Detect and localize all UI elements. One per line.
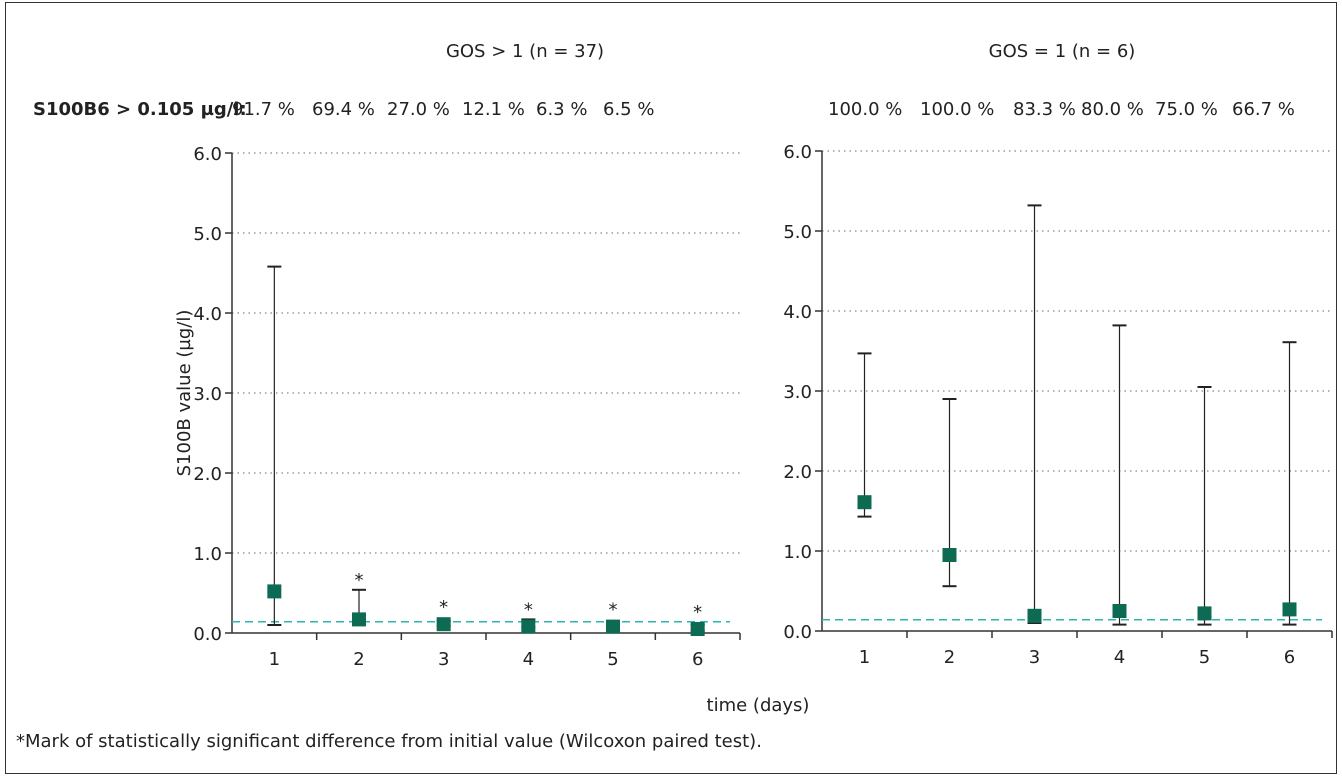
xlabel: time (days): [707, 695, 810, 716]
y-tick-label: 0.0: [783, 622, 812, 643]
y-tick-label: 4.0: [193, 304, 222, 325]
y-axis-label: S100B value (µg/l): [174, 310, 195, 477]
data-point: [436, 617, 451, 632]
y-tick-label: 1.0: [193, 544, 222, 565]
percent-value: 75.0 %: [1155, 99, 1218, 120]
data-point: [857, 495, 872, 510]
significance-mark: *: [355, 570, 364, 591]
x-tick-label: 6: [1284, 647, 1295, 668]
y-tick-label: 0.0: [193, 624, 222, 645]
y-tick-label: 3.0: [193, 384, 222, 405]
x-tick-label: 2: [353, 649, 364, 670]
chart-panel-1: GOS > 1 (n = 37) S100B6 > 0.105 µg/l:91.7…: [33, 41, 741, 670]
percent-value: 6.5 %: [603, 99, 654, 120]
data-point: [1027, 608, 1042, 623]
percent-value: 66.7 %: [1232, 99, 1295, 120]
data-point: [1197, 606, 1212, 621]
y-tick-label: 5.0: [193, 224, 222, 245]
y-tick-label: 2.0: [193, 464, 222, 485]
chart-panel-2: GOS = 1 (n = 6) 100.0 % 100.0 % 83.3 % 80.0 …: [783, 41, 1333, 668]
percent-value: 6.3 %: [536, 99, 587, 120]
y-tick-label: 1.0: [783, 542, 812, 563]
y-tick-label: 5.0: [783, 222, 812, 243]
significance-mark: *: [439, 597, 448, 618]
x-tick-label: 1: [269, 649, 280, 670]
percent-value: 69.4 %: [312, 99, 375, 120]
data-point: [267, 584, 282, 599]
x-tick-label: 2: [944, 647, 955, 668]
percent-value: 100.0 %: [920, 99, 994, 120]
data-point: [352, 612, 366, 627]
x-tick-label: 4: [523, 649, 534, 670]
x-tick-label: 4: [1114, 647, 1125, 668]
percent-value: 91.7 %: [232, 99, 295, 120]
significance-mark: *: [524, 599, 533, 620]
y-tick-label: 4.0: [783, 302, 812, 323]
panel-title: GOS = 1 (n = 6): [989, 41, 1136, 62]
data-point: [1282, 602, 1297, 617]
percent-row-label: S100B6 > 0.105 µg/l:: [33, 99, 247, 120]
data-point: [521, 619, 536, 634]
x-tick-label: 5: [1199, 647, 1210, 668]
data-point: [606, 619, 620, 634]
significance-mark: *: [609, 600, 618, 621]
x-tick-label: 5: [607, 649, 618, 670]
percent-value: 83.3 %: [1013, 99, 1076, 120]
y-tick-label: 6.0: [783, 142, 812, 163]
figure-frame: [5, 2, 1337, 774]
data-point: [1112, 604, 1127, 618]
percent-value: 100.0 %: [828, 99, 902, 120]
panel-title: GOS > 1 (n = 37): [446, 41, 604, 62]
y-tick-label: 3.0: [783, 382, 812, 403]
percent-value: 80.0 %: [1081, 99, 1144, 120]
x-tick-label: 3: [438, 649, 449, 670]
data-point: [690, 622, 705, 636]
y-tick-label: 2.0: [783, 462, 812, 483]
percent-value: 27.0 %: [387, 99, 450, 120]
significance-mark: *: [693, 602, 702, 623]
data-point: [942, 548, 957, 562]
percent-value: 12.1 %: [462, 99, 525, 120]
y-tick-label: 6.0: [193, 144, 222, 165]
footnote: *Mark of statistically significant diffe…: [16, 731, 762, 752]
x-tick-label: 1: [859, 647, 870, 668]
x-tick-label: 6: [692, 649, 703, 670]
x-tick-label: 3: [1029, 647, 1040, 668]
